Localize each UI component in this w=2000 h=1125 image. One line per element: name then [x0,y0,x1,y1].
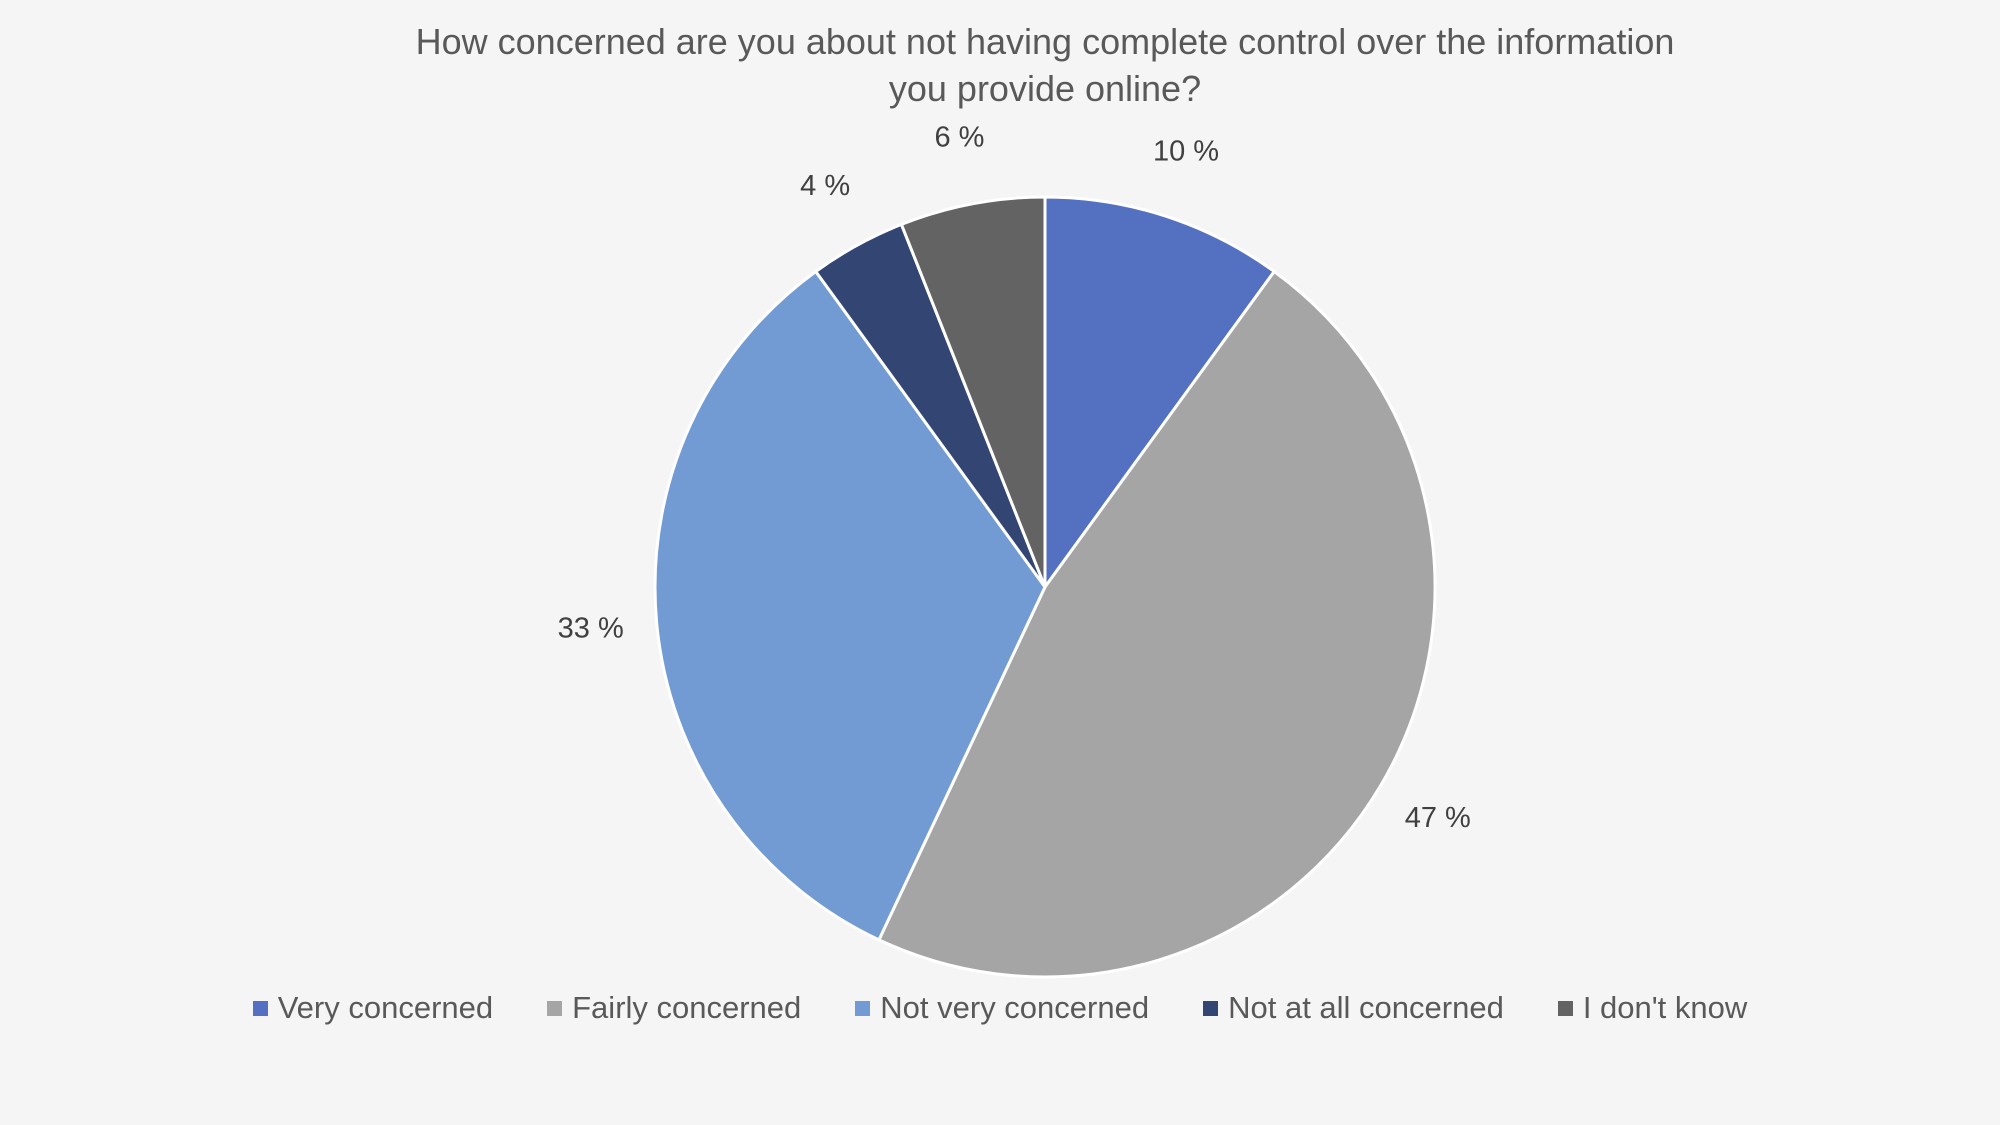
legend-swatch-0 [252,1000,268,1016]
legend-label-2: Not very concerned [880,990,1150,1025]
chart-title: How concerned are you about not having c… [415,21,1675,109]
pie-slice-2 [653,269,1047,942]
legend: Very concerned Fairly concerned Not very c… [0,990,2000,1026]
legend-item-3: Not at all concerned [1203,990,1504,1026]
legend-label-1: Fairly concerned [572,990,802,1025]
pie-slice-1 [877,269,1437,979]
data-label-0: 10 % [1153,136,1219,168]
legend-swatch-2 [855,1000,871,1016]
data-label-2: 33 % [558,613,624,645]
legend-swatch-3 [1203,1000,1219,1016]
legend-item-0: Very concerned [252,990,494,1026]
legend-swatch-4 [1557,1000,1573,1016]
legend-label-3: Not at all concerned [1228,990,1504,1025]
legend-swatch-1 [547,1000,563,1016]
data-label-1: 47 % [1405,802,1471,834]
legend-item-4: I don't know [1557,990,1748,1026]
pie-slice-0 [1043,195,1276,589]
data-label-4: 6 % [935,121,985,153]
legend-label-4: I don't know [1582,990,1748,1025]
legend-label-0: Very concerned [277,990,494,1025]
pie-slice-4 [899,195,1047,589]
legend-item-1: Fairly concerned [547,990,801,1026]
data-label-3: 4 % [800,170,850,202]
legend-item-2: Not very concerned [855,990,1149,1026]
